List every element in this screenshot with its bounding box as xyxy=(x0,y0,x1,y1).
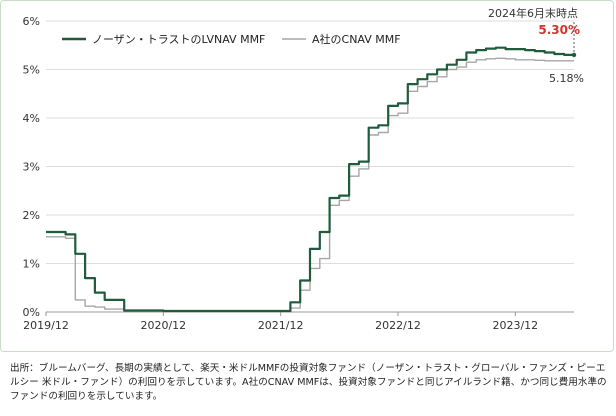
line-chart: 0% 1% 2% 3% 4% 5% 6% 2019/12 2020/12 2021/12 2022/… xyxy=(23,6,584,332)
y-tick-label: 2% xyxy=(23,209,40,222)
annotation-date: 2024年6月末時点 xyxy=(488,6,578,20)
x-tick-label: 2023/12 xyxy=(492,319,538,332)
x-tick-label: 2019/12 xyxy=(23,319,69,332)
end-point-lvnav xyxy=(571,52,577,58)
y-tick-label: 4% xyxy=(23,112,40,125)
y-tick-label: 5% xyxy=(23,64,40,77)
source-caption: 出所：ブルームバーグ、長期の実績として、楽天・米ドルMMFの投資対象ファンド（ノ… xyxy=(10,363,607,402)
annotation-lvnav-value: 5.30% xyxy=(538,23,580,37)
y-tick-label: 6% xyxy=(23,15,40,28)
x-tick-label: 2021/12 xyxy=(258,319,304,332)
series-line-lvnav xyxy=(46,46,574,313)
y-tick-label: 3% xyxy=(23,161,40,174)
x-tick-label: 2022/12 xyxy=(375,319,421,332)
x-tick-label: 2020/12 xyxy=(140,319,186,332)
y-tick-label: 0% xyxy=(23,306,40,319)
annotation-cnav-value: 5.18% xyxy=(549,72,584,85)
y-tick-label: 1% xyxy=(23,258,40,271)
legend-label-cnav: A社のCNAV MMF xyxy=(312,32,401,46)
legend-label-lvnav: ノーザン・トラストのLVNAV MMF xyxy=(92,33,265,46)
